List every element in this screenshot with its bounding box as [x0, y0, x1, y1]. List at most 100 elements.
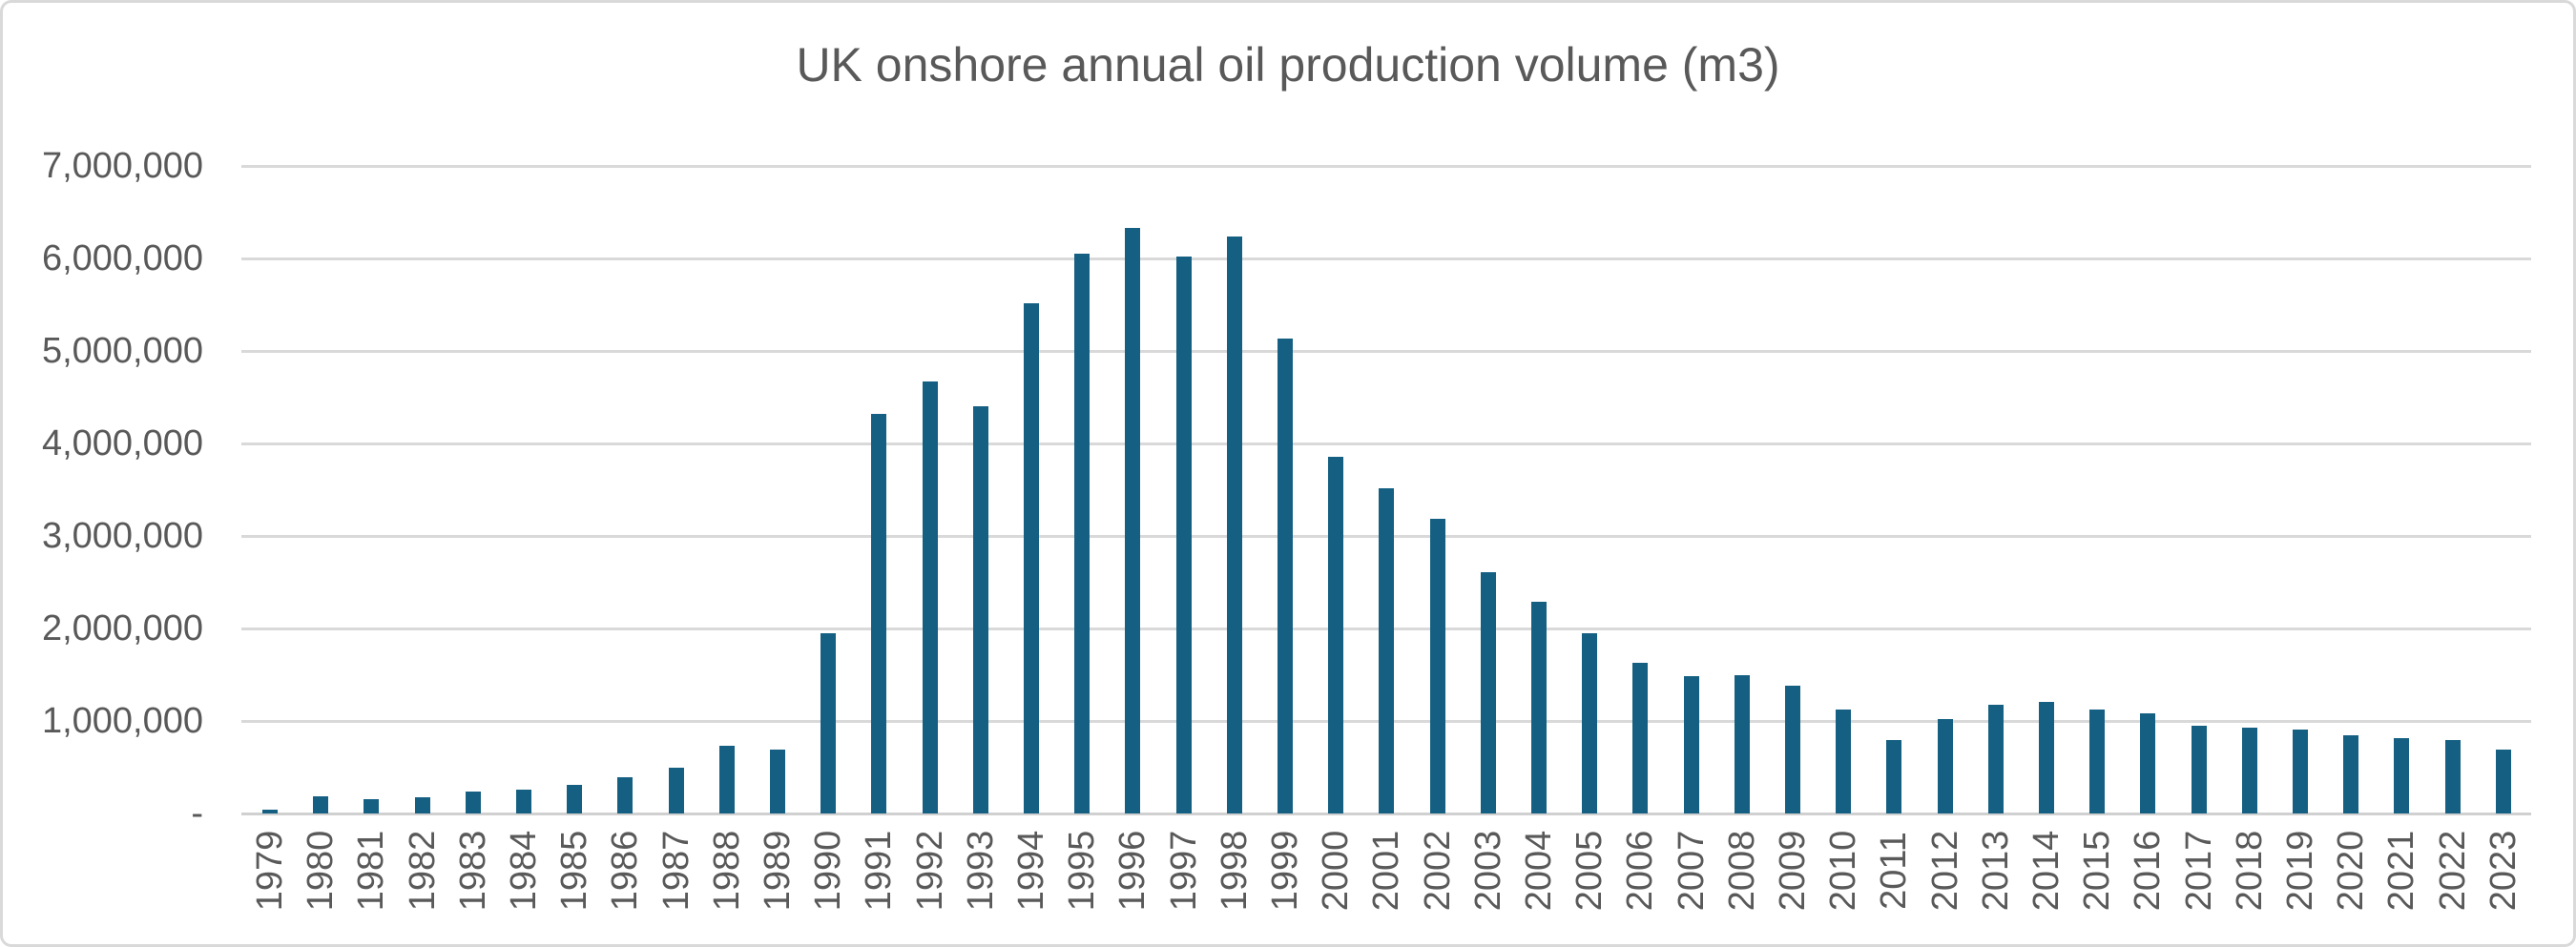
y-axis-tick-label: 1,000,000 — [41, 701, 203, 741]
bar-2013 — [1987, 704, 2004, 813]
x-axis-tick-label: 1985 — [554, 830, 595, 912]
bar-1987 — [668, 768, 684, 813]
bar-1997 — [1175, 257, 1192, 813]
y-axis-tick-label: 2,000,000 — [41, 608, 203, 648]
x-axis-tick-label: 1994 — [1011, 830, 1051, 912]
bar-1985 — [567, 784, 583, 813]
x-axis-tick-label: 1992 — [909, 830, 950, 912]
x-axis-tick-label: 2023 — [2483, 830, 2524, 912]
x-axis-tick-label: 2010 — [1823, 830, 1864, 912]
x-axis-tick-label: 2003 — [1467, 830, 1508, 912]
bar-2012 — [1937, 719, 1953, 813]
bar-2005 — [1582, 632, 1598, 813]
x-axis-tick-label: 2007 — [1671, 830, 1712, 912]
bar-2016 — [2140, 713, 2156, 813]
bar-1998 — [1226, 236, 1242, 813]
bar-1980 — [313, 795, 329, 813]
x-axis-tick-label: 1990 — [808, 830, 849, 912]
x-axis-tick-label: 1995 — [1062, 830, 1103, 912]
bar-1995 — [1074, 254, 1091, 813]
x-axis-tick-label: 2009 — [1773, 830, 1813, 912]
x-axis-tick-label: 2013 — [1975, 830, 2016, 912]
bar-1988 — [718, 746, 735, 813]
x-axis-tick-label: 1983 — [452, 830, 493, 912]
y-axis-tick-label: 7,000,000 — [41, 146, 203, 186]
x-axis-tick-label: 1996 — [1112, 830, 1153, 912]
bar-2010 — [1836, 710, 1852, 813]
x-axis-tick-label: 2012 — [1924, 830, 1965, 912]
bar-1983 — [465, 791, 481, 813]
x-axis-tick-label: 2001 — [1366, 830, 1407, 912]
bar-2011 — [1886, 740, 1902, 813]
bar-2021 — [2394, 738, 2410, 813]
y-axis-tick-label: 5,000,000 — [41, 331, 203, 371]
bar-2001 — [1379, 487, 1395, 813]
bar-2006 — [1632, 662, 1649, 813]
x-axis-tick-label: 1993 — [960, 830, 1001, 912]
x-axis-tick-label: 1997 — [1163, 830, 1204, 912]
bar-1989 — [770, 750, 785, 813]
x-axis-tick-label: 1979 — [250, 830, 290, 912]
bar-2020 — [2343, 734, 2359, 813]
x-axis-tick-label: 2017 — [2178, 830, 2219, 912]
y-gridline — [241, 442, 2531, 445]
x-axis-tick-label: 1980 — [301, 830, 342, 912]
y-gridline — [241, 349, 2531, 353]
bar-1986 — [617, 777, 634, 813]
bar-2018 — [2241, 727, 2257, 813]
y-axis-tick-label: 6,000,000 — [41, 238, 203, 278]
x-axis-tick-label: 1989 — [758, 830, 798, 912]
bar-2003 — [1480, 571, 1496, 813]
chart-title: UK onshore annual oil production volume … — [796, 38, 1780, 92]
bar-1984 — [516, 789, 531, 813]
x-axis-tick-label: 2022 — [2432, 830, 2473, 912]
bar-2015 — [2089, 710, 2106, 813]
x-axis-tick-label: 1981 — [351, 830, 392, 912]
bar-2017 — [2191, 725, 2207, 813]
y-axis-tick-label: - — [191, 793, 203, 834]
x-axis-tick-label: 2004 — [1519, 830, 1559, 912]
bar-2004 — [1531, 601, 1547, 813]
bar-1994 — [1024, 302, 1039, 813]
x-axis-tick-label: 2016 — [2128, 830, 2169, 912]
bar-2019 — [2293, 729, 2308, 813]
x-axis-tick-label: 1991 — [859, 830, 900, 912]
x-axis-tick-label: 2006 — [1620, 830, 1661, 912]
x-axis-tick-label: 1998 — [1214, 830, 1255, 912]
x-axis-tick-label: 2019 — [2280, 830, 2320, 912]
y-gridline — [241, 164, 2531, 168]
bar-2002 — [1429, 518, 1445, 813]
bar-1992 — [922, 381, 938, 813]
y-gridline — [241, 257, 2531, 260]
bar-2014 — [2039, 701, 2054, 813]
bar-1982 — [414, 797, 430, 813]
bar-1990 — [821, 632, 837, 813]
x-axis-tick-label: 2015 — [2077, 830, 2118, 912]
x-axis-tick-label: 2008 — [1721, 830, 1762, 912]
y-axis-tick-label: 3,000,000 — [41, 516, 203, 556]
bar-1993 — [972, 406, 988, 813]
x-axis-tick-label: 2014 — [2026, 830, 2067, 912]
y-axis-tick-label: 4,000,000 — [41, 423, 203, 463]
x-axis-tick-label: 1987 — [655, 830, 696, 912]
bar-1996 — [1125, 227, 1141, 813]
x-axis-tick-label: 2005 — [1569, 830, 1610, 912]
x-axis-tick-label: 1999 — [1265, 830, 1305, 912]
bar-1991 — [871, 413, 887, 813]
bar-2009 — [1785, 686, 1800, 813]
x-axis-line — [241, 812, 2531, 815]
plot-area: - 1,000,000 2,000,000 3,000,000 4,000,000 5,0… — [3, 3, 2573, 944]
x-axis-tick-label: 1984 — [504, 830, 544, 912]
bar-2000 — [1328, 456, 1344, 813]
x-axis-tick-label: 2002 — [1417, 830, 1458, 912]
x-axis-tick-label: 2020 — [2331, 830, 2372, 912]
bar-1979 — [262, 810, 278, 813]
x-axis-tick-label: 2018 — [2229, 830, 2270, 912]
x-axis-tick-label: 1982 — [402, 830, 443, 912]
x-axis-tick-label: 1988 — [706, 830, 747, 912]
bar-2022 — [2444, 740, 2461, 813]
bar-1981 — [364, 798, 380, 813]
bar-2007 — [1683, 676, 1699, 813]
x-axis-tick-label: 2021 — [2381, 830, 2422, 912]
